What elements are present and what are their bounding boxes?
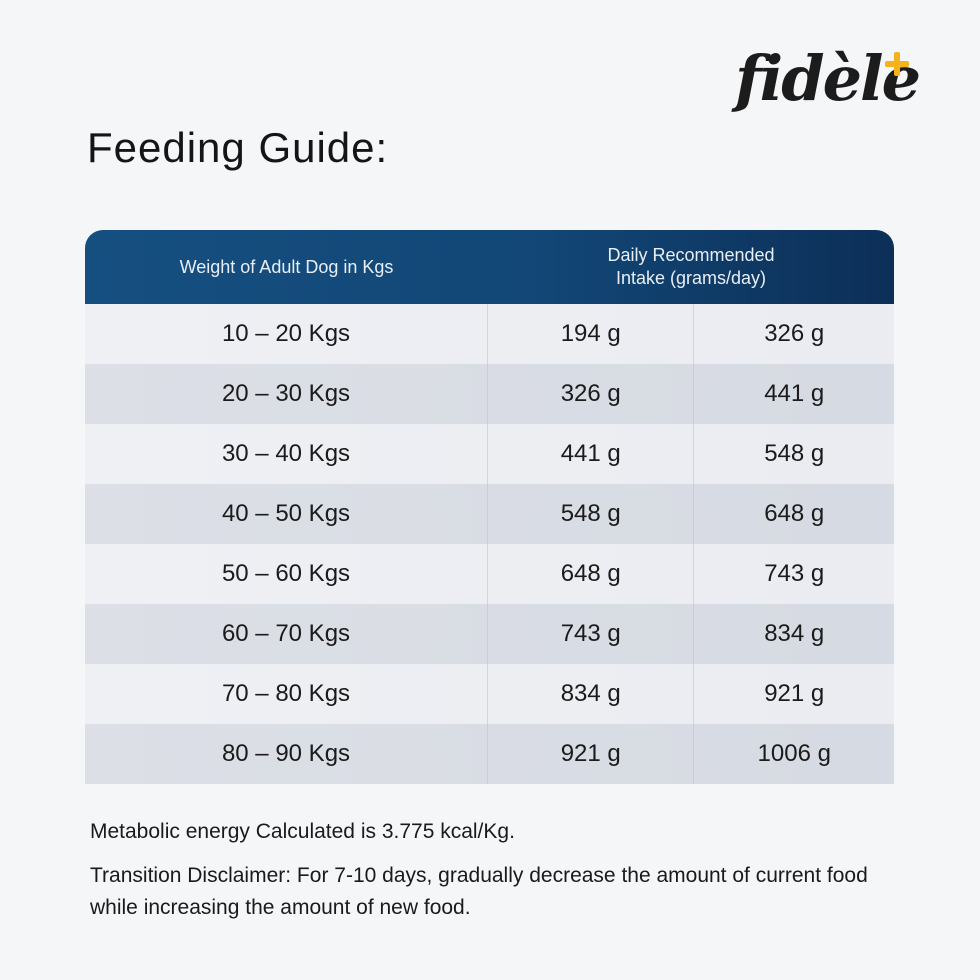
page-title: Feeding Guide: — [87, 124, 389, 171]
feeding-table: Weight of Adult Dog in Kgs Daily Recomme… — [85, 230, 894, 784]
weight-cell: 20 – 30 Kgs — [221, 380, 351, 407]
intake-max-cell: 743 g — [693, 544, 894, 604]
transition-disclaimer: Transition Disclaimer: For 7-10 days, gr… — [90, 864, 868, 919]
header-intake-line2: Intake (grams/day) — [615, 268, 767, 288]
table-row: 60 – 70 Kgs 743 g 834 g — [85, 604, 894, 664]
intake-max-cell: 441 g — [693, 364, 894, 424]
intake-min-cell: 743 g — [487, 604, 693, 664]
table-header: Weight of Adult Dog in Kgs Daily Recomme… — [85, 230, 894, 304]
notes: Metabolic energy Calculated is 3.775 kca… — [90, 820, 890, 924]
table-row: 70 – 80 Kgs 834 g 921 g — [85, 664, 894, 724]
weight-cell: 60 – 70 Kgs — [221, 620, 351, 647]
energy-note: Metabolic energy Calculated is 3.775 kca… — [90, 820, 515, 843]
table-row: 30 – 40 Kgs 441 g 548 g — [85, 424, 894, 484]
weight-cell: 10 – 20 Kgs — [221, 320, 351, 347]
weight-cell: 50 – 60 Kgs — [221, 560, 351, 587]
intake-min-cell: 194 g — [487, 304, 693, 364]
header-weight: Weight of Adult Dog in Kgs — [179, 256, 394, 277]
weight-cell: 70 – 80 Kgs — [221, 680, 351, 707]
intake-max-cell: 648 g — [693, 484, 894, 544]
intake-min-cell: 441 g — [487, 424, 693, 484]
intake-min-cell: 326 g — [487, 364, 693, 424]
intake-max-cell: 326 g — [693, 304, 894, 364]
intake-max-cell: 548 g — [693, 424, 894, 484]
header-intake-line1: Daily Recommended — [607, 245, 775, 265]
intake-max-cell: 921 g — [693, 664, 894, 724]
table-row: 10 – 20 Kgs 194 g 326 g — [85, 304, 894, 364]
table-row: 80 – 90 Kgs 921 g 1006 g — [85, 724, 894, 784]
table-row: 20 – 30 Kgs 326 g 441 g — [85, 364, 894, 424]
intake-min-cell: 548 g — [487, 484, 693, 544]
intake-min-cell: 648 g — [487, 544, 693, 604]
table-row: 50 – 60 Kgs 648 g 743 g — [85, 544, 894, 604]
weight-cell: 40 – 50 Kgs — [221, 500, 351, 527]
intake-min-cell: 834 g — [487, 664, 693, 724]
plus-icon — [885, 52, 909, 76]
intake-min-cell: 921 g — [487, 724, 693, 784]
intake-max-cell: 1006 g — [693, 724, 894, 784]
table-row: 40 – 50 Kgs 548 g 648 g — [85, 484, 894, 544]
weight-cell: 30 – 40 Kgs — [221, 440, 351, 467]
brand-logo: fidèle — [735, 42, 921, 115]
intake-max-cell: 834 g — [693, 604, 894, 664]
weight-cell: 80 – 90 Kgs — [221, 740, 351, 767]
header-intake: Daily Recommended Intake (grams/day) — [488, 244, 894, 290]
